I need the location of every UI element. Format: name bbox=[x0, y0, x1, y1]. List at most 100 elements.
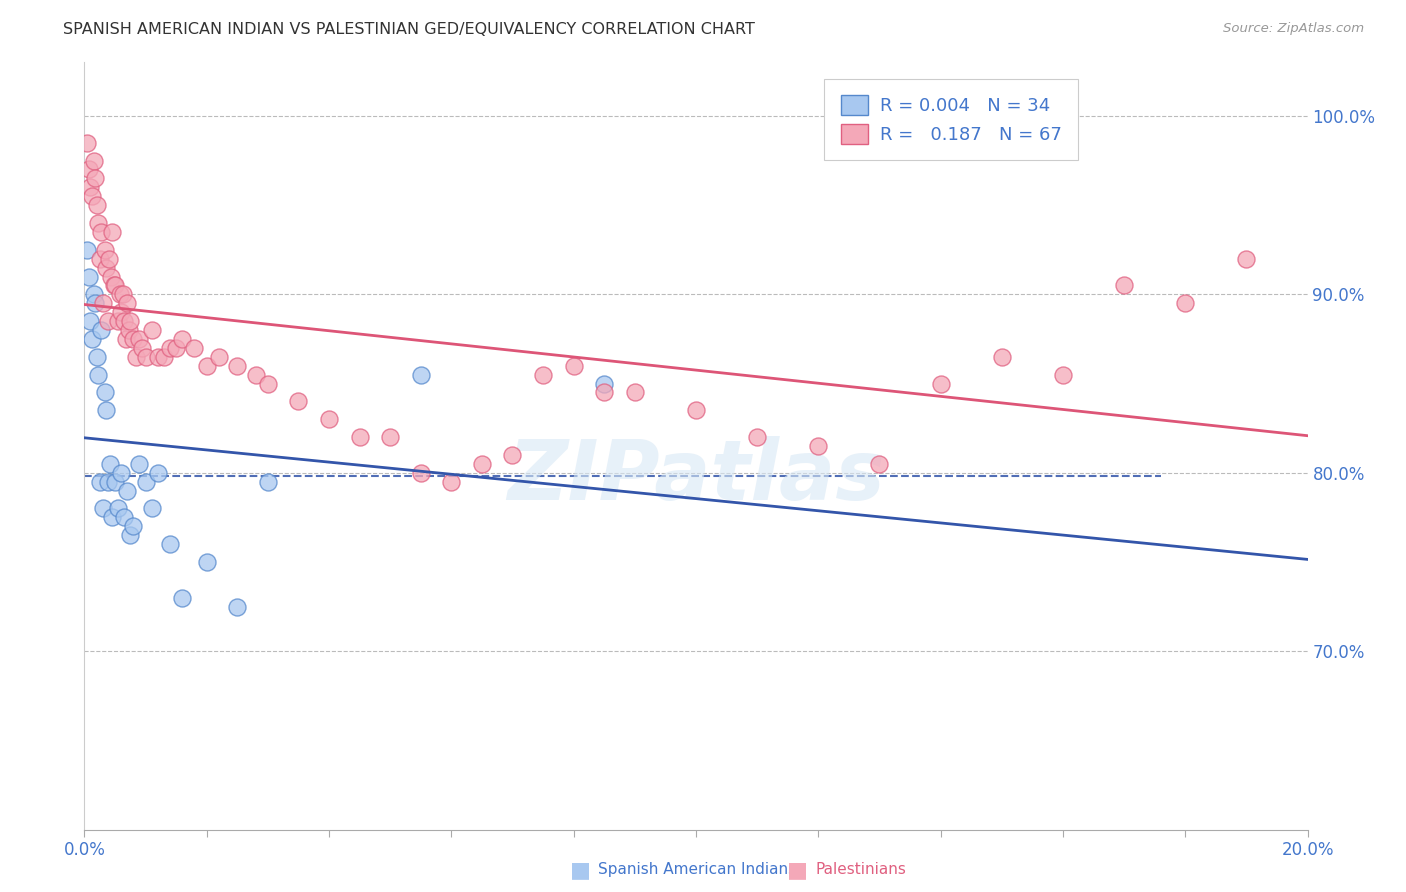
Point bbox=[380, 430, 402, 444]
Point bbox=[86, 198, 108, 212]
Point bbox=[257, 475, 280, 489]
Point bbox=[135, 475, 157, 489]
Point bbox=[593, 376, 616, 391]
Point bbox=[101, 225, 124, 239]
Point bbox=[112, 510, 135, 524]
Point bbox=[257, 376, 280, 391]
Text: SPANISH AMERICAN INDIAN VS PALESTINIAN GED/EQUIVALENCY CORRELATION CHART: SPANISH AMERICAN INDIAN VS PALESTINIAN G… bbox=[63, 22, 755, 37]
Point bbox=[409, 368, 432, 382]
Point bbox=[118, 323, 141, 337]
Point bbox=[159, 537, 181, 551]
Point bbox=[101, 510, 124, 524]
Text: Spanish American Indians: Spanish American Indians bbox=[598, 863, 796, 877]
Point bbox=[1236, 252, 1258, 266]
Point bbox=[146, 466, 169, 480]
Point bbox=[869, 457, 891, 471]
Point bbox=[531, 368, 554, 382]
Point bbox=[110, 305, 132, 319]
Text: ZIPatlas: ZIPatlas bbox=[508, 436, 884, 517]
Point bbox=[87, 368, 110, 382]
Point bbox=[79, 314, 101, 328]
Point bbox=[111, 287, 134, 301]
Point bbox=[929, 376, 952, 391]
Point bbox=[77, 162, 100, 177]
Point bbox=[135, 350, 157, 364]
Point bbox=[104, 475, 127, 489]
Point bbox=[84, 296, 107, 310]
Point bbox=[153, 350, 176, 364]
Point bbox=[93, 243, 115, 257]
Point bbox=[1174, 296, 1197, 310]
Point bbox=[94, 403, 117, 417]
Point bbox=[120, 528, 142, 542]
Point bbox=[747, 430, 769, 444]
Point bbox=[80, 189, 103, 203]
Point bbox=[79, 180, 101, 194]
Point bbox=[287, 394, 309, 409]
Point bbox=[80, 332, 103, 346]
Point bbox=[128, 332, 150, 346]
Point bbox=[84, 171, 107, 186]
Point bbox=[195, 555, 218, 569]
Point bbox=[98, 457, 121, 471]
Point bbox=[141, 323, 163, 337]
Point bbox=[226, 599, 249, 614]
Text: Source: ZipAtlas.com: Source: ZipAtlas.com bbox=[1223, 22, 1364, 36]
Point bbox=[115, 332, 138, 346]
Point bbox=[226, 359, 249, 373]
Point bbox=[76, 243, 98, 257]
Point bbox=[97, 252, 120, 266]
Point bbox=[172, 332, 194, 346]
Text: ■: ■ bbox=[569, 860, 591, 880]
Point bbox=[76, 136, 98, 150]
Point bbox=[208, 350, 231, 364]
Point bbox=[1052, 368, 1074, 382]
Point bbox=[107, 501, 129, 516]
Point bbox=[318, 412, 340, 426]
Text: ■: ■ bbox=[787, 860, 808, 880]
Point bbox=[91, 501, 114, 516]
Point bbox=[122, 519, 145, 533]
Point bbox=[87, 216, 110, 230]
Point bbox=[165, 341, 187, 355]
Point bbox=[131, 341, 153, 355]
Point bbox=[195, 359, 218, 373]
Point bbox=[93, 385, 115, 400]
Point bbox=[122, 332, 145, 346]
Point bbox=[89, 252, 111, 266]
Point bbox=[562, 359, 585, 373]
Point bbox=[107, 314, 129, 328]
Text: Palestinians: Palestinians bbox=[815, 863, 907, 877]
Point bbox=[146, 350, 169, 364]
Point bbox=[685, 403, 707, 417]
Point bbox=[110, 466, 132, 480]
Point bbox=[141, 501, 163, 516]
Point bbox=[502, 448, 524, 462]
Point bbox=[83, 287, 105, 301]
Point bbox=[89, 475, 111, 489]
Point bbox=[100, 269, 122, 284]
Point bbox=[128, 457, 150, 471]
Point bbox=[440, 475, 463, 489]
Point bbox=[94, 260, 117, 275]
Point bbox=[112, 314, 135, 328]
Point bbox=[593, 385, 616, 400]
Point bbox=[125, 350, 148, 364]
Point bbox=[991, 350, 1014, 364]
Point bbox=[115, 483, 138, 498]
Point bbox=[108, 287, 131, 301]
Point bbox=[90, 225, 112, 239]
Point bbox=[471, 457, 494, 471]
Point bbox=[97, 475, 120, 489]
Point bbox=[115, 296, 138, 310]
Point bbox=[159, 341, 181, 355]
Point bbox=[91, 296, 114, 310]
Point bbox=[90, 323, 112, 337]
Legend: R = 0.004   N = 34, R =   0.187   N = 67: R = 0.004 N = 34, R = 0.187 N = 67 bbox=[824, 79, 1078, 161]
Point bbox=[409, 466, 432, 480]
Point bbox=[172, 591, 194, 605]
Point bbox=[97, 314, 120, 328]
Point bbox=[83, 153, 105, 168]
Point bbox=[245, 368, 267, 382]
Point bbox=[120, 314, 142, 328]
